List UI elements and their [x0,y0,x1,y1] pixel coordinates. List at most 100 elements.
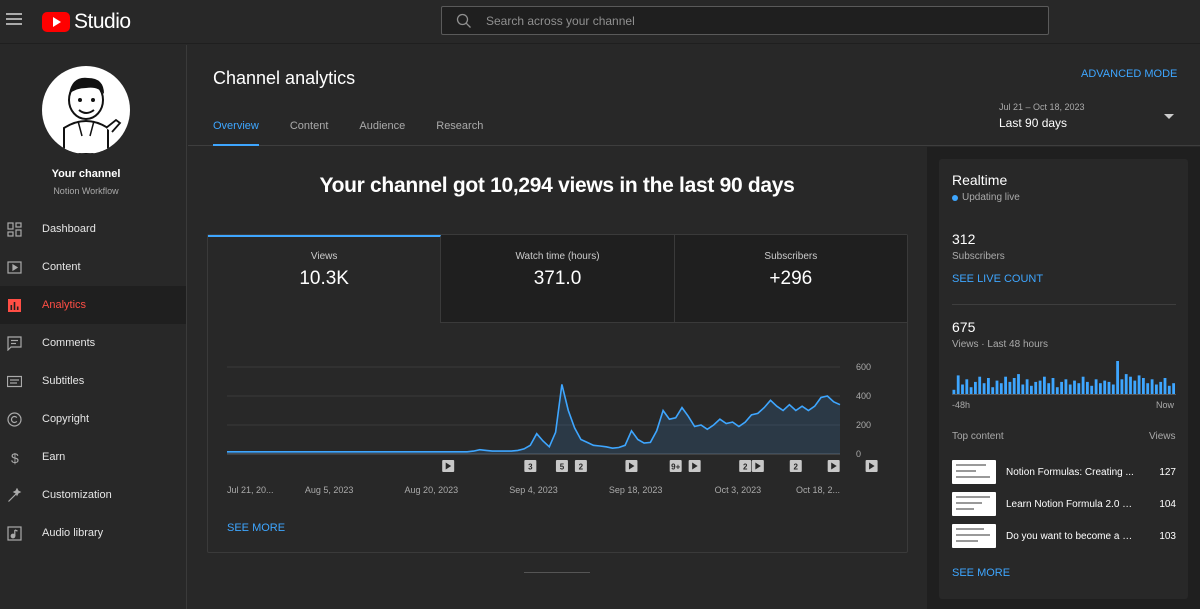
avatar[interactable] [42,66,130,154]
earn-icon: $ [6,449,22,465]
tab-audience[interactable]: Audience [359,120,406,132]
video-thumbnail [952,460,996,484]
sidebar-item-comments[interactable]: Comments [0,324,186,362]
logo-text: Studio [74,10,131,33]
realtime-bar [978,376,982,395]
realtime-bar [1025,379,1029,395]
realtime-see-more-link[interactable]: SEE MORE [952,567,1011,579]
realtime-bar [1124,374,1128,395]
realtime-bar [1055,387,1059,395]
metric-subscribers[interactable]: Subscribers +296 [674,235,907,323]
metric-watch-time[interactable]: Watch time (hours) 371.0 [441,235,675,323]
page-title: Channel analytics [213,68,356,88]
realtime-bar [1116,361,1119,395]
sidebar-item-earn[interactable]: $ Earn [0,438,186,476]
advanced-mode-button[interactable]: ADVANCED MODE [1081,68,1178,80]
sidebar-item-label: Earn [42,451,66,463]
y-tick-label: 200 [856,420,871,430]
top-content-list: Notion Formulas: Creating ... 127 Learn … [952,456,1176,552]
realtime-status-text: Updating live [962,192,1020,203]
realtime-bar [1094,379,1098,395]
realtime-bar [1133,380,1137,395]
overview-card: Views 10.3K Watch time (hours) 371.0 Sub… [207,234,908,553]
realtime-bar [987,378,990,395]
tab-research[interactable]: Research [436,120,484,132]
list-item[interactable]: Do you want to become a N... 103 [952,520,1176,552]
realtime-bar [1150,379,1154,395]
play-icon [831,462,837,470]
realtime-status: Updating live [952,192,1020,203]
metric-label: Watch time (hours) [515,251,600,262]
search-icon[interactable] [456,13,472,29]
video-title: Notion Formulas: Creating ... [1006,466,1134,478]
x-tick-label: Oct 3, 2023 [715,485,762,495]
video-views: 127 [1159,466,1176,478]
metric-views[interactable]: Views 10.3K [208,235,442,323]
realtime-bar [952,389,956,395]
y-tick-label: 400 [856,391,871,401]
tab-content[interactable]: Content [289,120,329,132]
subtitles-icon [6,373,22,389]
sidebar-item-copyright[interactable]: Copyright [0,400,186,438]
realtime-bar [1008,381,1012,395]
youtube-play-icon [42,12,70,32]
realtime-bar [991,387,995,395]
realtime-bar [995,380,999,395]
realtime-axis-start: -48h [952,400,971,410]
video-marker-count: 2 [579,463,584,472]
content-icon [6,259,22,275]
sidebar: Your channel Notion Workflow Dashboard C… [0,45,187,609]
search-input[interactable] [486,11,1026,31]
top-bar: Studio [0,0,1200,44]
date-range-dates: Jul 21 – Oct 18, 2023 [999,102,1085,112]
realtime-subscribers: 312 [952,231,976,247]
realtime-bar [1086,381,1089,395]
chevron-down-icon[interactable] [1164,114,1174,119]
search-box[interactable] [441,6,1049,35]
sidebar-item-customization[interactable]: Customization [0,476,186,514]
realtime-bar [1107,381,1111,395]
menu-icon[interactable] [6,13,22,25]
realtime-bar [1129,376,1132,395]
realtime-bar [1064,379,1068,395]
realtime-bar [1137,375,1141,395]
realtime-bar [1159,381,1163,395]
video-views: 104 [1159,498,1176,510]
divider [952,304,1176,305]
list-item[interactable]: Notion Formulas: Creating ... 127 [952,456,1176,488]
views-series-area [227,384,840,454]
video-marker-count: 2 [743,463,748,472]
views-chart: 0 200 400 600 3 5 2 9+ 2 2 Jul 21, 20... Aug 5, 202… [227,362,878,495]
sidebar-item-analytics[interactable]: Analytics [0,286,186,324]
realtime-bar [1060,381,1063,395]
sidebar-item-subtitles[interactable]: Subtitles [0,362,186,400]
sidebar-item-label: Analytics [42,299,87,311]
sidebar-item-content[interactable]: Content [0,248,186,286]
realtime-bar [974,381,977,395]
play-icon [445,462,452,470]
metric-label: Views [310,251,338,262]
sidebar-item-dashboard[interactable]: Dashboard [0,210,186,248]
video-marker [524,460,537,472]
x-tick-label: Oct 18, 2... [796,485,840,495]
youtube-studio-logo[interactable]: Studio [42,10,131,34]
date-range-picker[interactable]: Jul 21 – Oct 18, 2023 Last 90 days [999,102,1085,130]
realtime-bar [1043,376,1046,395]
play-icon [755,462,761,470]
y-tick-label: 600 [856,362,871,372]
sidebar-item-label: Comments [42,337,96,349]
tab-overview[interactable]: Overview [213,120,259,146]
video-title: Do you want to become a N... [1006,530,1136,542]
metric-value: 10.3K [299,268,349,289]
sidebar-item-audio-library[interactable]: Audio library [0,514,186,552]
list-item[interactable]: Learn Notion Formula 2.0 B... 104 [952,488,1176,520]
top-content-views-label: Views [1149,431,1176,442]
views-series-line [227,384,841,453]
sidebar-item-label: Content [42,261,81,273]
see-more-link[interactable]: SEE MORE [227,522,286,534]
play-icon [869,462,875,470]
analytics-header: Channel analytics ADVANCED MODE Overview… [188,45,1200,146]
see-live-count-link[interactable]: SEE LIVE COUNT [952,273,1044,285]
realtime-bar [999,383,1003,395]
play-icon [628,462,635,470]
